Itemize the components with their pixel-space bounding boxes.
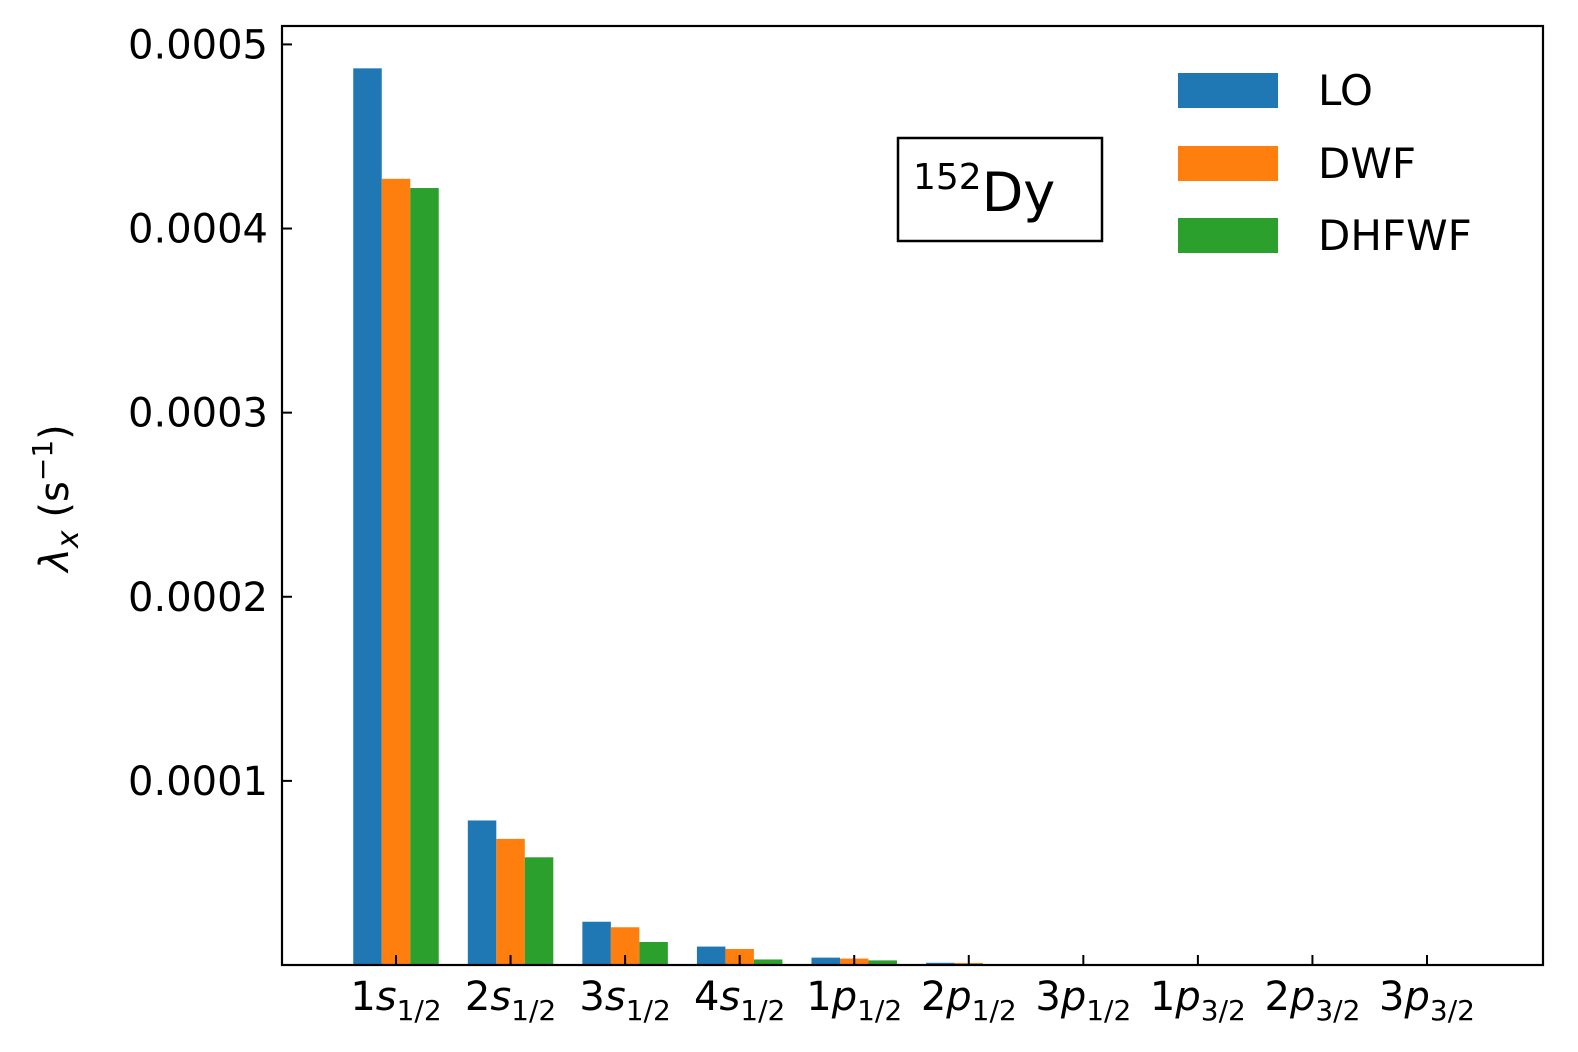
y-tick-label: 0.0001: [128, 759, 268, 805]
bar-lo-0: [353, 68, 382, 966]
legend: LO DWF DHFWF: [1178, 66, 1472, 260]
bar-lo-2: [582, 921, 611, 965]
y-tick-label: 0.0003: [128, 391, 268, 437]
bar-dwf-0: [381, 178, 411, 966]
bar-dhfwf-0: [410, 188, 439, 965]
x-tick-label: 3s1/2: [579, 974, 670, 1027]
legend-label-dhfwf: DHFWF: [1318, 211, 1472, 260]
bar-dhfwf-2: [639, 941, 668, 965]
legend-swatch-dhfwf: [1178, 218, 1278, 253]
legend-swatch-dwf: [1178, 146, 1278, 181]
axes-layer: [280, 24, 1545, 967]
x-tick-label: 2p1/2: [921, 974, 1017, 1027]
x-tick-label: 2p3/2: [1264, 974, 1360, 1027]
legend-label-dwf: DWF: [1318, 139, 1416, 188]
x-tick-label: 3p3/2: [1379, 974, 1475, 1027]
bar-dhfwf-4: [868, 960, 897, 965]
bar-dhfwf-3: [753, 959, 783, 965]
legend-label-lo: LO: [1318, 66, 1373, 115]
labels-layer: 0.0001 0.0002 0.0003 0.0004 0.0005 1s1/2 2s1/2…: [26, 22, 1475, 1027]
annotation-text: 152Dy: [913, 157, 1055, 224]
legend-swatch-lo: [1178, 73, 1278, 108]
bar-lo-3: [696, 946, 726, 965]
bar-dhfwf-1: [524, 857, 554, 965]
plot-frame: [280, 24, 1545, 967]
x-tick-label: 1s1/2: [350, 974, 441, 1027]
y-tick-label: 0.0002: [128, 575, 268, 621]
bar-lo-4: [811, 957, 840, 965]
bar-lo-5: [926, 962, 955, 965]
y-axis-label: λx (s−1): [26, 424, 86, 574]
x-tick-label: 2s1/2: [465, 974, 556, 1027]
x-tick-label: 3p1/2: [1035, 974, 1131, 1027]
bar-lo-1: [467, 820, 497, 965]
x-tick-label: 1p1/2: [806, 974, 902, 1027]
y-tick-label: 0.0004: [128, 207, 268, 253]
y-tick-label: 0.0005: [128, 22, 268, 68]
annotation-box: [896, 136, 1104, 243]
x-tick-label: 4s1/2: [694, 974, 785, 1027]
bar-dwf-1: [496, 838, 525, 965]
x-tick-label: 1p3/2: [1150, 974, 1246, 1027]
nuclide-annotation: 152Dy: [896, 136, 1104, 243]
